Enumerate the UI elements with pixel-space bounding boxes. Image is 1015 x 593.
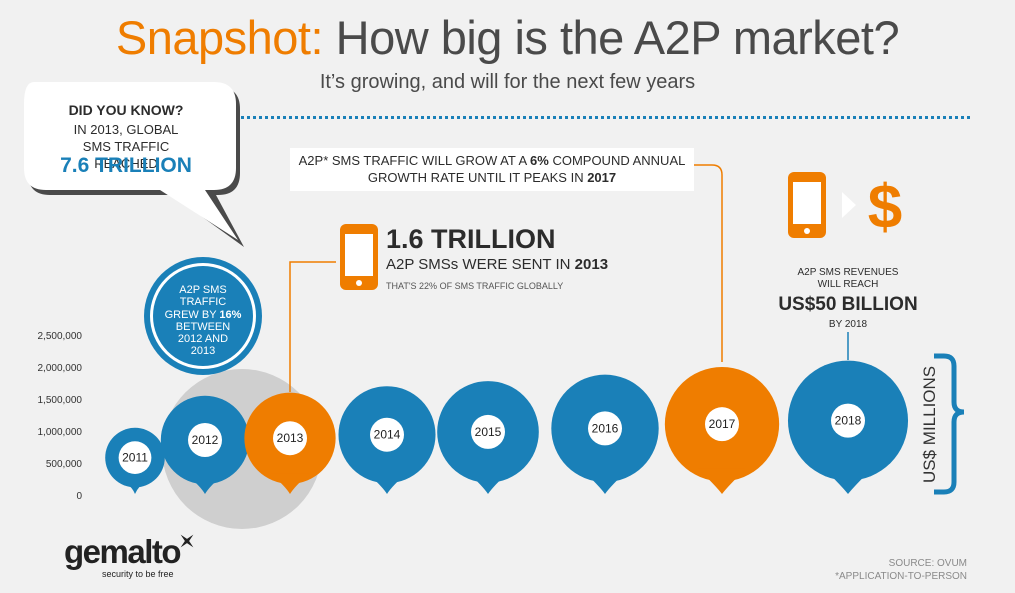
growth-line-2: TRAFFIC [180, 296, 226, 308]
pin-year-label: 2013 [277, 431, 304, 445]
growth-line-3-pre: GREW BY [165, 309, 220, 321]
connector-2013 [289, 261, 336, 392]
pin-2011: 2011 [105, 427, 165, 494]
arrow-right-icon [842, 192, 856, 218]
pin-tip [366, 472, 408, 494]
y-axis-label: US$ MILLIONS [920, 365, 939, 483]
title-rest: How big is the A2P market? [323, 11, 900, 64]
cagr-text-1: A2P* SMS TRAFFIC WILL GROW AT A [298, 153, 531, 168]
pin-2015: 2015 [437, 381, 539, 494]
connector-2017 [694, 164, 723, 362]
y-axis: 2,500,000 2,000,000 1,500,000 1,000,000 500,… [38, 331, 83, 502]
pin-label-bg [471, 414, 505, 449]
revenue-by: BY 2018 [828, 319, 868, 330]
sms-2013-note: THAT'S 22% OF SMS TRAFFIC GLOBALLY [386, 281, 564, 291]
dollar-icon: $ [868, 173, 902, 242]
y-tick-label: 1,000,000 [38, 427, 83, 438]
pin-2016: 2016 [551, 374, 659, 494]
growth-line-6: 2013 [191, 345, 215, 357]
growth-pct: 16% [219, 309, 241, 321]
pin-tip [186, 474, 224, 494]
did-you-know-callout: DID YOU KNOW? IN 2013, GLOBAL SMS TRAFFI… [26, 82, 226, 190]
growth-line-4: BETWEEN [176, 321, 230, 333]
phone-revenue-icon [788, 172, 826, 238]
pin-year-label: 2011 [122, 451, 148, 465]
growth-line-5: 2012 AND [178, 333, 228, 345]
pin-label-bg [588, 411, 622, 446]
source-note: SOURCE: OVUM [888, 558, 967, 569]
pin-label-bg [118, 441, 152, 474]
pin-2014: 2014 [338, 386, 436, 494]
gemalto-logo: gemalto [64, 533, 182, 570]
did-you-know-figure: 7.6 TRILLION [60, 154, 192, 177]
revenue-text: A2P SMS REVENUES WILL REACH [768, 267, 928, 291]
pin-label-bg [370, 417, 404, 452]
logo-star-icon [180, 534, 194, 548]
logo-tagline: security to be free [102, 569, 174, 579]
pin-2013: 2013 [244, 392, 336, 494]
cagr-year: 2017 [587, 170, 617, 185]
revenue-line-1: A2P SMS REVENUES [797, 267, 899, 278]
y-tick-label: 500,000 [46, 459, 83, 470]
page-title: Snapshot: How big is the A2P market? [0, 10, 1015, 65]
pin-2017: 2017 [664, 367, 780, 494]
pin-label-bg [705, 407, 739, 442]
pin-year-label: 2014 [374, 428, 401, 442]
footnote: *APPLICATION-TO-PERSON [835, 571, 967, 582]
pin-year-label: 2016 [592, 421, 619, 435]
cagr-rate: 6% [530, 153, 549, 168]
growth-bubble [153, 266, 253, 366]
page-subtitle: It’s growing, and will for the next few … [319, 71, 696, 93]
axis-brace [934, 353, 965, 495]
pin-year-label: 2012 [192, 433, 219, 447]
sms-2013-figure: 1.6 TRILLION [386, 224, 556, 254]
pin-label-bg [273, 421, 307, 456]
growth-line-1: A2P SMS [179, 284, 227, 296]
sms-2013-text: A2P SMSs WERE SENT IN 2013 [386, 256, 608, 273]
speech-bubble-shape [24, 82, 244, 247]
pin-year-label: 2017 [709, 417, 736, 431]
y-tick-label: 2,500,000 [38, 331, 83, 342]
pin-label-bg [188, 422, 222, 457]
cagr-callout: A2P* SMS TRAFFIC WILL GROW AT A 6% COMPO… [290, 148, 694, 191]
did-you-know-text: IN 2013, GLOBAL SMS TRAFFIC REACHED [73, 122, 179, 171]
y-tick-label: 1,500,000 [38, 395, 83, 406]
pin-tip [697, 468, 747, 494]
y-tick-label: 2,000,000 [38, 363, 83, 374]
revenue-line-2: WILL REACH [817, 279, 879, 290]
pin-tip [582, 470, 628, 494]
cagr-text-2: COMPOUND ANNUAL GROWTH RATE UNTIL IT PEA… [367, 153, 686, 185]
pin-tip [466, 471, 510, 494]
pin-2018: 2018 [787, 360, 909, 494]
revenue-amount: US$50 BILLION [778, 294, 918, 315]
pin-year-label: 2018 [835, 414, 862, 428]
sms-2013-year: 2013 [574, 256, 609, 273]
growth-line-3: GREW BY 16% [165, 309, 242, 321]
chart-pins: 2011 2012 2013 2014 2015 2016 2017 2018 [105, 360, 909, 494]
pin-tip [822, 467, 874, 494]
pin-2012: 2012 [160, 395, 250, 494]
did-you-know-heading: DID YOU KNOW? [68, 102, 184, 118]
pin-tip [122, 480, 148, 494]
pin-year-label: 2015 [475, 425, 502, 439]
title-highlight: Snapshot: [115, 11, 324, 64]
dotted-divider [222, 116, 970, 119]
sms-2013-text-main: A2P SMSs WERE SENT IN [386, 256, 575, 273]
phone-icon [340, 224, 378, 290]
pin-tip [270, 473, 310, 494]
pin-label-bg [831, 403, 865, 438]
y-tick-label: 0 [76, 491, 82, 502]
